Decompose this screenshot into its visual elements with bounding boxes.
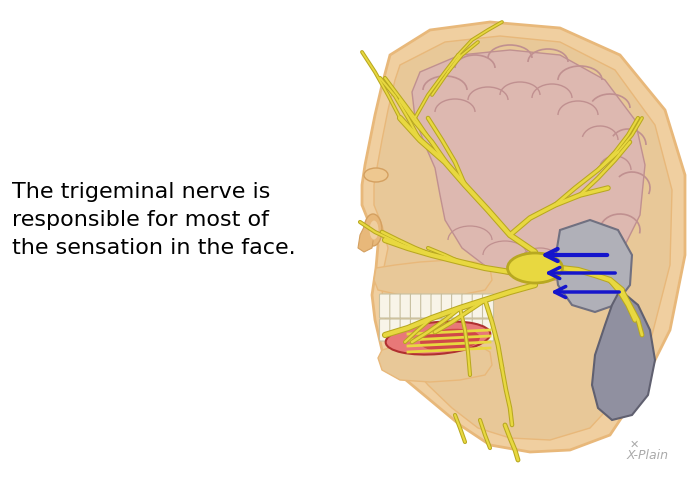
- FancyBboxPatch shape: [482, 319, 493, 341]
- FancyBboxPatch shape: [473, 294, 483, 318]
- Polygon shape: [592, 290, 655, 420]
- Polygon shape: [374, 36, 672, 440]
- FancyBboxPatch shape: [452, 294, 463, 318]
- FancyBboxPatch shape: [410, 294, 421, 318]
- Ellipse shape: [386, 322, 490, 355]
- Polygon shape: [555, 220, 632, 312]
- FancyBboxPatch shape: [431, 319, 442, 341]
- Text: X-Plain: X-Plain: [627, 449, 669, 462]
- Ellipse shape: [369, 220, 379, 240]
- FancyBboxPatch shape: [431, 294, 442, 318]
- Polygon shape: [412, 50, 645, 280]
- FancyBboxPatch shape: [462, 294, 473, 318]
- FancyBboxPatch shape: [482, 294, 493, 318]
- FancyBboxPatch shape: [421, 294, 432, 318]
- FancyBboxPatch shape: [390, 319, 401, 341]
- Ellipse shape: [364, 168, 388, 182]
- Polygon shape: [362, 22, 685, 452]
- FancyBboxPatch shape: [390, 294, 401, 318]
- Polygon shape: [374, 260, 492, 297]
- FancyBboxPatch shape: [441, 319, 452, 341]
- FancyBboxPatch shape: [473, 319, 483, 341]
- Ellipse shape: [364, 214, 382, 246]
- FancyBboxPatch shape: [452, 319, 463, 341]
- FancyBboxPatch shape: [441, 294, 452, 318]
- FancyBboxPatch shape: [379, 294, 391, 318]
- FancyBboxPatch shape: [400, 319, 411, 341]
- Polygon shape: [358, 225, 374, 252]
- Text: The trigeminal nerve is
responsible for most of
the sensation in the face.: The trigeminal nerve is responsible for …: [12, 182, 295, 258]
- Polygon shape: [378, 342, 492, 382]
- Ellipse shape: [508, 253, 563, 283]
- FancyBboxPatch shape: [410, 319, 421, 341]
- FancyBboxPatch shape: [379, 319, 391, 341]
- Ellipse shape: [420, 329, 480, 351]
- FancyBboxPatch shape: [400, 294, 411, 318]
- FancyBboxPatch shape: [421, 319, 432, 341]
- FancyBboxPatch shape: [462, 319, 473, 341]
- Text: ✕: ✕: [629, 440, 638, 450]
